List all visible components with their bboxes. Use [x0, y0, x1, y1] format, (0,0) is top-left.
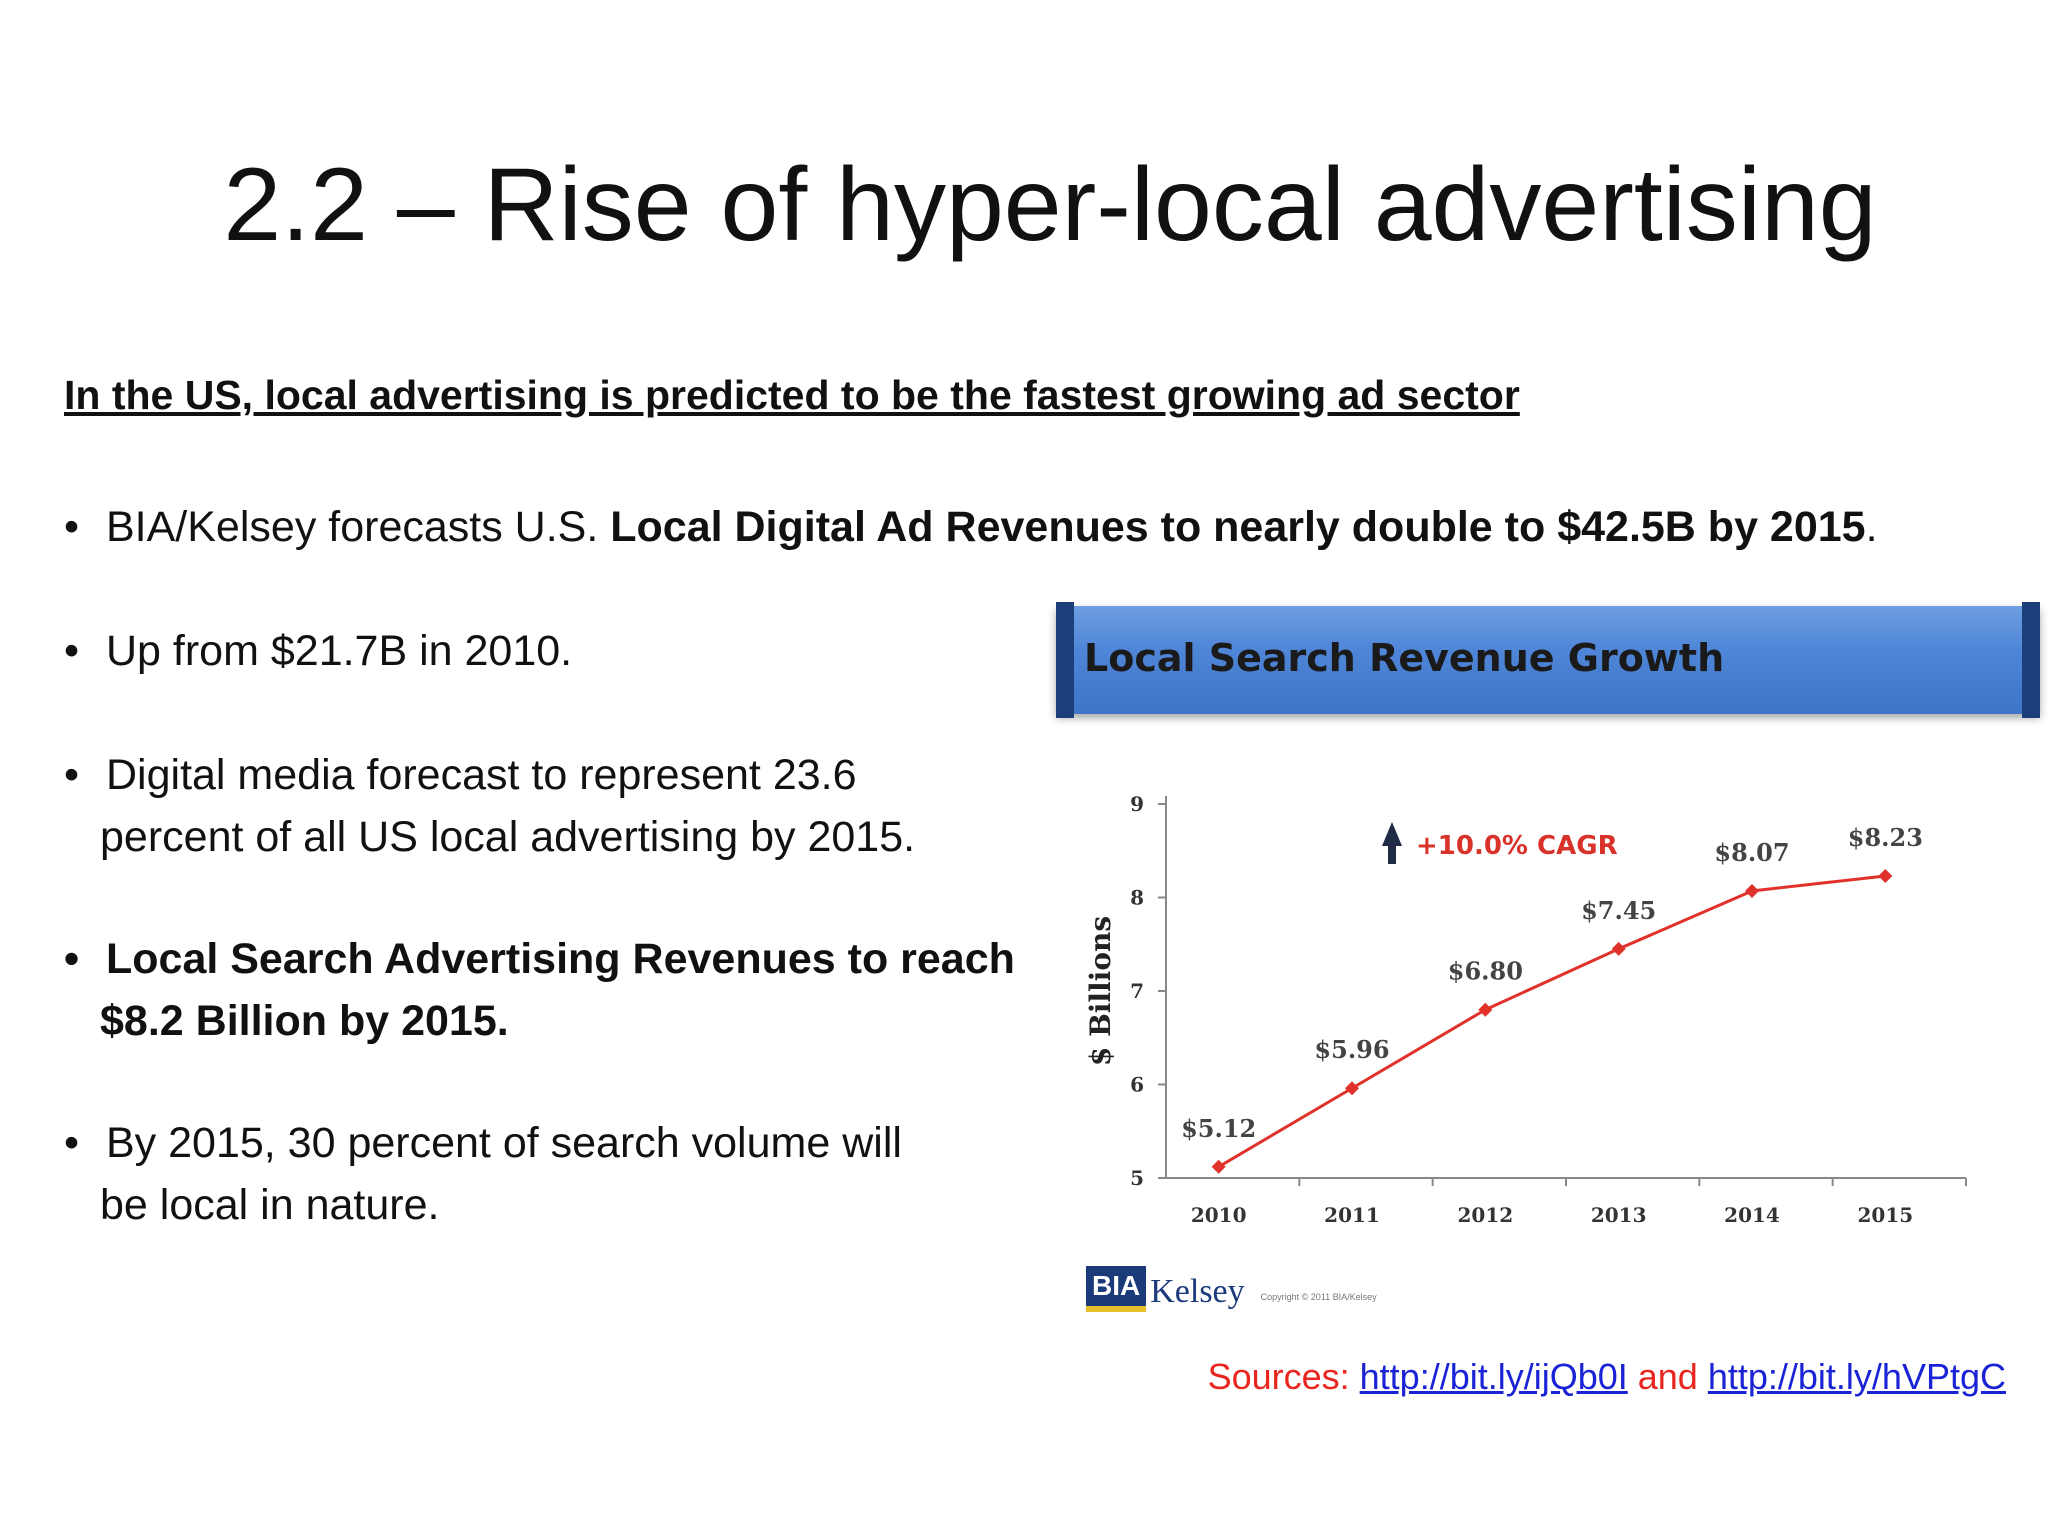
y-tick-label: 5 — [1130, 1166, 1144, 1190]
cagr-label: +10.0% CAGR — [1416, 831, 1618, 861]
cagr-annotation: +10.0% CAGR — [1382, 822, 1618, 864]
bullet-text-line1: Digital media forecast to represent 23.6 — [106, 751, 857, 799]
y-tick-label: 6 — [1130, 1073, 1144, 1097]
data-point — [1745, 883, 1759, 898]
bullet-text: Up from $21.7B in 2010. — [106, 627, 573, 675]
source-link-2[interactable]: http://bit.ly/hVPtgC — [1707, 1356, 2006, 1397]
chart-title-banner: Local Search Revenue Growth — [1056, 602, 2040, 718]
sources-line: Sources: http://bit.ly/ijQb0I and http:/… — [1208, 1356, 2006, 1398]
bullet-text-line2: $8.2 Billion by 2015. — [100, 997, 509, 1045]
bullet-text-line1: Local Search Advertising Revenues to rea… — [106, 935, 1015, 983]
data-point — [1211, 1159, 1226, 1174]
logo-name: Kelsey — [1150, 1273, 1245, 1310]
bullet-2010-revenue: • Up from $21.7B in 2010. — [64, 620, 572, 682]
data-point — [1878, 868, 1893, 883]
y-tick-label: 8 — [1130, 886, 1144, 910]
data-point — [1478, 1002, 1493, 1017]
slide-title: 2.2 – Rise of hyper-local advertising — [223, 147, 1877, 263]
bullet-marker: • — [64, 1119, 80, 1167]
logo-copyright: Copyright © 2011 BIA/Kelsey — [1260, 1292, 1377, 1302]
data-label: $5.12 — [1181, 1114, 1256, 1143]
data-label: $8.23 — [1848, 823, 1923, 852]
bullet-marker: • — [64, 751, 80, 799]
data-label: $8.07 — [1714, 838, 1789, 867]
y-tick-label: 9 — [1130, 792, 1144, 816]
data-point — [1345, 1081, 1359, 1096]
y-axis-label: $ Billions — [1084, 916, 1117, 1066]
data-label: $6.80 — [1448, 957, 1523, 986]
bullet-bold-text: Local Digital Ad Revenues to nearly doub… — [610, 503, 1866, 551]
chart-title: Local Search Revenue Growth — [1084, 636, 1725, 680]
x-tick-label: 2013 — [1591, 1203, 1647, 1227]
x-tick-label: 2010 — [1191, 1203, 1247, 1227]
bullet-digital-media-share: • Digital media forecast to represent 23.… — [64, 744, 1024, 868]
bullet-marker: • — [64, 627, 80, 675]
bullet-text-line2: percent of all US local advertising by 2… — [100, 813, 916, 861]
chart-ticks: 5 6 7 8 9 2010 2011 2012 2013 2014 2015 — [1130, 792, 1967, 1227]
chart-value-labels: $5.12 $5.96 $6.80 $7.45 $8.07 $8.23 — [1181, 823, 1923, 1143]
bullet-search-volume-local: • By 2015, 30 percent of search volume wi… — [64, 1112, 1024, 1236]
bullet-text-line2: be local in nature. — [100, 1181, 440, 1229]
series-line — [1217, 874, 1886, 1169]
source-link-1[interactable]: http://bit.ly/ijQb0I — [1359, 1356, 1628, 1397]
bullet-end: . — [1865, 503, 1878, 551]
data-label: $5.96 — [1314, 1035, 1389, 1064]
x-tick-label: 2015 — [1857, 1203, 1913, 1227]
sources-and: and — [1627, 1356, 1708, 1397]
logo-box: BIA — [1086, 1266, 1147, 1312]
y-tick-label: 7 — [1130, 979, 1144, 1003]
x-tick-label: 2012 — [1457, 1203, 1513, 1227]
bullet-local-search-revenue: • Local Search Advertising Revenues to re… — [64, 928, 1064, 1052]
x-tick-label: 2014 — [1724, 1203, 1780, 1227]
bullet-text: BIA/Kelsey forecasts U.S. — [106, 503, 611, 551]
line-chart: 5 6 7 8 9 2010 2011 2012 2013 2014 2015 $5.12 $5.96… — [1084, 792, 1967, 1227]
data-point — [1611, 941, 1626, 956]
bullet-marker: • — [64, 503, 80, 551]
sources-label: Sources: — [1207, 1356, 1360, 1397]
data-label: $7.45 — [1581, 896, 1656, 925]
bullet-text-line1: By 2015, 30 percent of search volume wil… — [106, 1119, 902, 1167]
slide-subheading: In the US, local advertising is predicte… — [64, 372, 1520, 418]
up-arrow-icon — [1382, 822, 1402, 864]
bullet-local-digital-revenue: • BIA/Kelsey forecasts U.S. Local Digital… — [64, 496, 1878, 558]
chart-series — [1211, 868, 1893, 1174]
bia-kelsey-logo: BIA Kelsey Copyright © 2011 BIA/Kelsey — [1086, 1262, 1377, 1312]
bullet-marker: • — [64, 935, 80, 983]
x-tick-label: 2011 — [1324, 1203, 1380, 1227]
